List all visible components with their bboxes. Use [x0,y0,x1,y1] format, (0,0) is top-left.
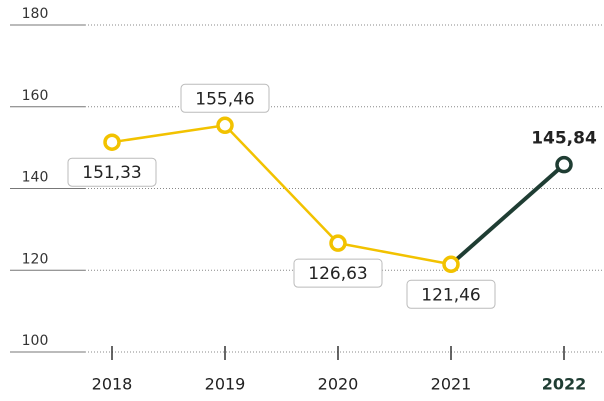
y-tick-label: 160 [22,88,49,104]
label-box [67,157,157,187]
point [442,255,460,274]
value-label: 155,46 [195,89,254,109]
value-label: 151,33 [82,163,141,183]
value-label: 121,46 [421,285,480,305]
x-tick-label: 2022 [542,375,587,394]
line-segment [337,241,452,266]
line-segment [224,124,339,245]
y-tick-label: 180 [22,6,49,22]
line-segment [111,124,226,144]
y-tick-label: 140 [22,170,49,186]
x-tick-label: 2019 [205,375,246,394]
y-tick-label: 120 [22,251,49,267]
point [216,116,234,135]
x-tick-label: 2018 [92,375,133,394]
y-tick-label: 100 [22,333,49,349]
line-segment [449,163,566,266]
point [329,234,347,252]
label-box [293,258,383,288]
label-box [406,279,496,309]
point [103,133,121,151]
label-box [180,83,270,113]
x-tick-label: 2021 [431,375,472,394]
x-tick-label: 2020 [318,375,359,394]
point [555,155,573,174]
value-label: 145,84 [531,129,597,149]
value-label: 126,63 [308,264,367,284]
